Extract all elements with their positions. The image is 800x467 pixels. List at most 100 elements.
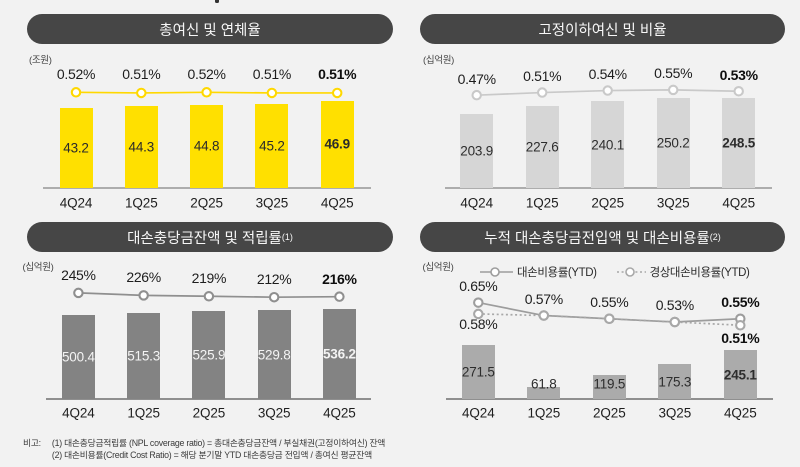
legend-entry-recurring-credit-cost: 경상대손비용률(YTD) bbox=[616, 264, 750, 280]
line-marker bbox=[538, 310, 550, 321]
bar-value-label: 175.3 bbox=[658, 373, 692, 389]
category-label: 4Q24 bbox=[59, 195, 93, 211]
category-label: 4Q24 bbox=[461, 405, 495, 421]
panel-title: 고정이하여신 및 비율 bbox=[538, 22, 667, 39]
line-value-label: 0.55% bbox=[590, 293, 629, 310]
bar-value-label: 271.5 bbox=[461, 364, 495, 380]
line-value-label: 0.47% bbox=[457, 70, 497, 87]
line-value-label: 245% bbox=[61, 266, 96, 283]
bar-loan-loss-reserves-coverage-2Q25 bbox=[192, 310, 226, 400]
panel-title-pill: 총여신 및 연체율 bbox=[27, 14, 393, 44]
bar-value-label: 44.8 bbox=[193, 138, 220, 154]
x-axis-line bbox=[444, 187, 772, 189]
category-label: 3Q25 bbox=[255, 195, 289, 211]
bar-npl-ratio-4Q25 bbox=[722, 98, 756, 188]
legend-label: 경상대손비용률(YTD) bbox=[649, 266, 750, 279]
bar-value-label: 529.8 bbox=[257, 347, 291, 363]
bar-value-label: 43.2 bbox=[63, 140, 89, 156]
category-label: 4Q25 bbox=[723, 405, 757, 421]
category-label: 4Q24 bbox=[62, 405, 95, 421]
panel-title-pill: 대손충당금잔액 및 적립률 (1) bbox=[27, 222, 393, 252]
bar-value-label: 44.3 bbox=[128, 139, 155, 155]
line-marker bbox=[331, 87, 343, 99]
panel-title: 총여신 및 연체율 bbox=[159, 22, 261, 39]
legend-label: 대손비용률(YTD) bbox=[517, 266, 597, 279]
bar-npl-ratio-4Q24 bbox=[460, 114, 494, 188]
footnote-line-1: (1) 대손충당금적립률 (NPL coverage ratio) = 총대손충… bbox=[51, 438, 386, 448]
category-label: 1Q25 bbox=[527, 405, 561, 421]
line-marker bbox=[136, 87, 147, 99]
bar-value-label: 203.9 bbox=[460, 143, 494, 159]
line-value-label: 216% bbox=[322, 270, 357, 287]
line-marker bbox=[733, 85, 744, 97]
bar-value-label: 536.2 bbox=[322, 346, 356, 362]
bar-total-loans-delinquency-4Q24 bbox=[59, 107, 93, 188]
line-marker bbox=[602, 85, 613, 96]
line-marker bbox=[604, 313, 615, 325]
line-marker bbox=[538, 310, 550, 321]
category-label: 3Q25 bbox=[656, 195, 690, 211]
line-marker bbox=[735, 313, 746, 325]
category-label: 1Q25 bbox=[525, 195, 559, 211]
line-marker bbox=[471, 89, 482, 101]
category-label: 2Q25 bbox=[591, 195, 624, 211]
line-marker bbox=[473, 297, 484, 308]
x-axis-line bbox=[43, 187, 372, 189]
panel-title-pill: 고정이하여신 및 비율 bbox=[420, 14, 785, 44]
line-marker bbox=[268, 291, 280, 303]
line-value-label: 0.52% bbox=[187, 65, 226, 82]
line-value-label: 0.52% bbox=[56, 65, 96, 82]
bar-total-loans-delinquency-2Q25 bbox=[190, 104, 224, 188]
line-marker bbox=[73, 287, 84, 299]
line-marker bbox=[604, 313, 615, 325]
category-label: 3Q25 bbox=[257, 405, 291, 421]
line-marker bbox=[669, 316, 681, 328]
bar-total-loans-delinquency-1Q25 bbox=[124, 105, 158, 188]
category-label: 2Q25 bbox=[592, 405, 626, 421]
bar-cumulative-provisions-credit-cost-1Q25 bbox=[527, 386, 561, 400]
line-value-label: 0.58% bbox=[459, 315, 498, 332]
bar-cumulative-provisions-credit-cost-4Q24 bbox=[461, 344, 495, 400]
category-label: 4Q25 bbox=[320, 195, 354, 211]
bar-loan-loss-reserves-coverage-1Q25 bbox=[127, 312, 161, 400]
unit-label: (조원) bbox=[29, 55, 52, 66]
solid-line-marker-icon bbox=[480, 266, 513, 277]
bar-value-label: 525.9 bbox=[192, 347, 226, 363]
line-value-label: 0.51% bbox=[523, 68, 562, 85]
line-marker bbox=[138, 290, 149, 301]
bar-loan-loss-reserves-coverage-4Q24 bbox=[61, 315, 95, 400]
line-marker bbox=[266, 87, 278, 99]
category-label: 4Q24 bbox=[460, 195, 493, 211]
bar-value-label: 250.2 bbox=[656, 135, 690, 150]
line-value-label: 0.51% bbox=[721, 330, 760, 347]
bar-value-label: 245.1 bbox=[723, 366, 757, 382]
line-value-label: 0.55% bbox=[721, 293, 760, 310]
bar-value-label: 46.9 bbox=[324, 136, 350, 152]
line-marker bbox=[735, 319, 746, 331]
dotted-line-marker-icon bbox=[616, 266, 646, 277]
line-marker bbox=[70, 87, 82, 98]
top-edge-artifact bbox=[215, 0, 219, 3]
line-value-label: 0.53% bbox=[719, 66, 759, 83]
solid-line-npl-ratio bbox=[476, 89, 739, 97]
category-label: 4Q25 bbox=[722, 195, 755, 211]
bar-npl-ratio-3Q25 bbox=[656, 97, 690, 188]
dotted-line-cumulative-provisions-credit-cost bbox=[478, 313, 741, 327]
line-value-label: 0.57% bbox=[524, 290, 564, 307]
line-marker bbox=[203, 291, 215, 302]
line-value-label: 0.53% bbox=[655, 297, 695, 313]
bar-cumulative-provisions-credit-cost-3Q25 bbox=[658, 364, 692, 400]
footnote-label: 비고: bbox=[23, 438, 41, 448]
category-label: 2Q25 bbox=[190, 195, 223, 211]
line-marker bbox=[536, 87, 548, 98]
bar-loan-loss-reserves-coverage-4Q25 bbox=[322, 309, 356, 400]
panel-title: 누적 대손충당금전입액 및 대손비용률 bbox=[484, 230, 710, 247]
line-marker bbox=[201, 87, 212, 98]
chart-legend: 대손비용률(YTD) 경상대손비용률(YTD) bbox=[480, 264, 750, 280]
bar-total-loans-delinquency-3Q25 bbox=[255, 104, 289, 188]
footnote-lines: (1) 대손충당금적립률 (NPL coverage ratio) = 총대손충… bbox=[51, 438, 386, 461]
footnote-line-2: (2) 대손비용률(Credit Cost Ratio) = 해당 분기말 YT… bbox=[51, 449, 372, 460]
line-value-label: 219% bbox=[191, 270, 227, 287]
line-value-label: 212% bbox=[256, 271, 292, 288]
bar-value-label: 119.5 bbox=[593, 376, 626, 392]
